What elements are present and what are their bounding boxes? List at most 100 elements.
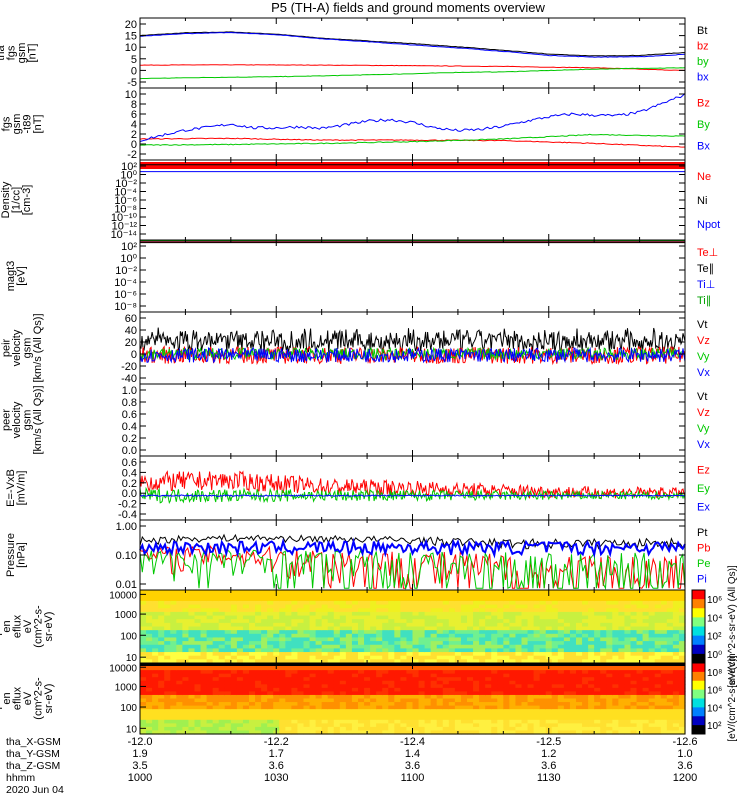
heatmap-cell (358, 619, 365, 624)
heatmap-cell (491, 673, 498, 678)
heatmap-cell (557, 659, 565, 664)
heatmap-cell (170, 694, 177, 700)
heatmap-cell (267, 670, 274, 675)
heatmap-cell (140, 677, 147, 682)
heatmap-cell (576, 687, 583, 692)
heatmap-cell (678, 611, 686, 617)
heatmap-cell (509, 730, 517, 735)
heatmap-cell (267, 590, 274, 595)
heatmap-cell (588, 677, 595, 682)
heatmap-cell (358, 705, 365, 710)
heatmap-cell (642, 604, 650, 609)
heatmap-cell (291, 619, 299, 624)
x-axis-value-x: -12.2 (264, 736, 289, 748)
heatmap-cell (618, 698, 626, 703)
heatmap-cell (485, 666, 492, 671)
heatmap-cell (672, 684, 680, 689)
heatmap-cell (497, 626, 504, 631)
heatmap-cell (418, 590, 426, 595)
heatmap-cell (418, 702, 426, 707)
heatmap-cell (533, 626, 541, 631)
y-axis-label-line: tha (0, 411, 2, 427)
heatmap-cell (255, 590, 262, 595)
heatmap-cell (467, 687, 474, 692)
heatmap-cell (406, 604, 414, 609)
heatmap-cell (618, 709, 626, 714)
heatmap-cell (333, 670, 341, 675)
heatmap-cell (200, 719, 208, 724)
heatmap-cell (678, 655, 686, 660)
heatmap-cell (376, 630, 383, 635)
heatmap-cell (291, 600, 299, 606)
heatmap-cell (460, 648, 468, 653)
heatmap-cell (376, 673, 383, 678)
heatmap-cell (230, 597, 238, 602)
heatmap-cell (479, 712, 486, 717)
legend-label-by: by (697, 56, 709, 68)
heatmap-cell (146, 698, 153, 703)
heatmap-cell (479, 698, 486, 703)
heatmap-cell (230, 611, 238, 617)
x-axis-row-label: tha_X-GSM (6, 736, 61, 748)
heatmap-cell (606, 712, 613, 717)
heatmap-cell (279, 659, 286, 664)
heatmap-cell (376, 666, 383, 671)
heatmap-cell (146, 648, 153, 653)
heatmap-cell (370, 611, 377, 617)
heatmap-cell (624, 626, 632, 631)
heatmap-cell (140, 622, 147, 628)
heatmap-cell (606, 641, 613, 646)
heatmap-cell (194, 705, 202, 710)
heatmap-cell (515, 637, 523, 642)
colorbar-tick-label: 10⁴ (707, 703, 722, 714)
heatmap-cell (612, 611, 619, 617)
heatmap-cell (624, 633, 632, 639)
heatmap-cell (158, 726, 165, 732)
heatmap-cell (612, 673, 619, 678)
heatmap-cell (660, 608, 668, 613)
colorbar-segment (692, 653, 705, 664)
heatmap-cell (442, 633, 450, 639)
heatmap-cell (515, 673, 523, 678)
heatmap-cell (255, 648, 262, 653)
heatmap-cell (309, 652, 317, 657)
heatmap-cell (315, 622, 323, 628)
heatmap-cell (255, 630, 262, 635)
heatmap-cell (358, 648, 365, 653)
heatmap-cell (146, 641, 153, 646)
heatmap-cell (527, 684, 535, 689)
heatmap-cell (170, 712, 177, 717)
heatmap-cell (176, 670, 183, 675)
heatmap-cell (194, 633, 202, 639)
heatmap-cell (279, 730, 286, 735)
heatmap-cell (230, 709, 238, 714)
heatmap-cell (503, 593, 510, 598)
heatmap-cell (406, 655, 414, 660)
heatmap-cell (358, 622, 365, 628)
heatmap-cell (503, 641, 510, 646)
heatmap-cell (515, 608, 523, 613)
heatmap-cell (612, 626, 619, 631)
heatmap-cell (672, 652, 680, 657)
heatmap-cell (521, 716, 529, 721)
heatmap-cell (152, 604, 159, 609)
heatmap-cell (140, 723, 147, 728)
heatmap-cell (279, 619, 286, 624)
heatmap-cell (515, 687, 523, 692)
heatmap-cell (588, 680, 595, 685)
heatmap-cell (594, 687, 601, 692)
heatmap-cell (630, 615, 638, 620)
heatmap-cell (364, 702, 371, 707)
heatmap-cell (594, 666, 601, 671)
heatmap-cell (557, 723, 565, 728)
heatmap-cell (206, 730, 214, 735)
heatmap-cell (327, 659, 335, 664)
heatmap-cell (442, 716, 450, 721)
heatmap-cell (551, 622, 559, 628)
heatmap-cell (267, 677, 274, 682)
heatmap-cell (436, 712, 444, 717)
legend-label-Vz: Vz (697, 335, 710, 347)
lines-6 (139, 470, 686, 504)
heatmap-cell (503, 709, 510, 714)
heatmap-cell (545, 597, 553, 602)
